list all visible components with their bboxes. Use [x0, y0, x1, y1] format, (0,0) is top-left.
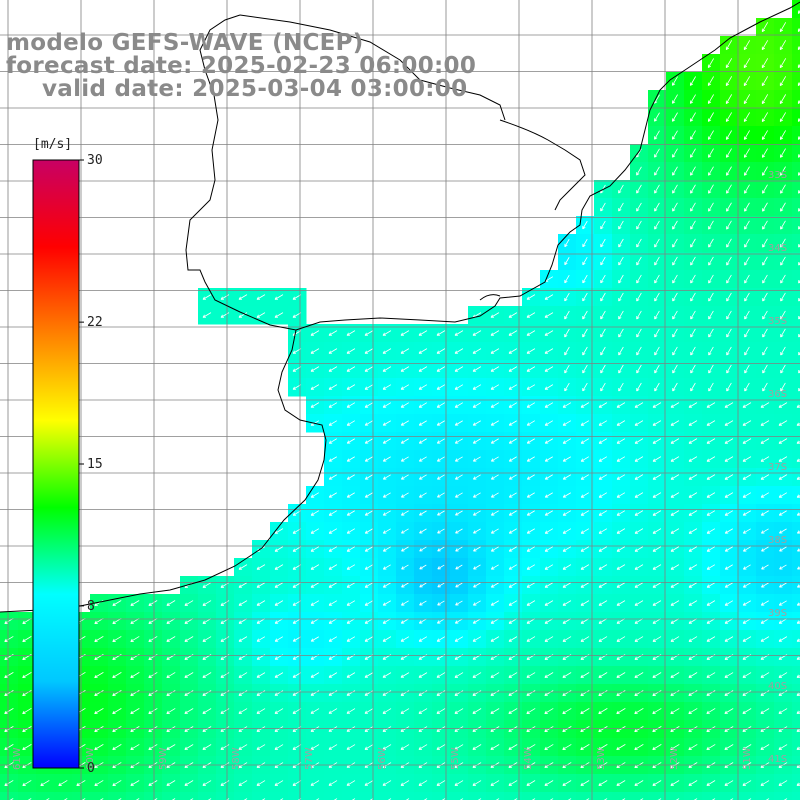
longitude-label: 54W [523, 747, 534, 770]
coastline [0, 1, 800, 613]
forecast-date: forecast date: 2025-02-23 06:00:00 [6, 53, 477, 79]
latitude-label: 37S [768, 462, 787, 473]
valid-date: valid date: 2025-03-04 03:00:00 [42, 76, 468, 102]
latitude-label: 34S [768, 243, 787, 254]
colorbar-units: [m/s] [33, 137, 72, 152]
colorbar-tick-label: 30 [87, 153, 103, 168]
colorbar-scale [32, 159, 80, 769]
colorbar-tick-label: 22 [87, 315, 103, 330]
colorbar-tick-label: 0 [87, 761, 95, 776]
latitude-label: 33S [768, 170, 787, 181]
longitude-label: 59W [158, 747, 169, 770]
colorbar-tick-label: 15 [87, 457, 103, 472]
longitude-label: 55W [450, 747, 461, 770]
longitude-label: 56W [377, 747, 388, 770]
latitude-label: 38S [768, 535, 787, 546]
colorbar-ticks: 30 22 15 8 0 [79, 153, 103, 776]
longitude-label: 51W [742, 747, 753, 770]
latitude-label: 36S [768, 389, 787, 400]
longitude-label: 58W [231, 747, 242, 770]
latitude-label: 35S [768, 316, 787, 327]
latitude-label: 40S [768, 681, 787, 692]
latitude-label: 39S [768, 608, 787, 619]
colorbar: [m/s] 30 22 15 8 0 [32, 137, 103, 776]
longitude-label: 61W [12, 747, 23, 770]
colorbar-tick-label: 8 [87, 599, 95, 614]
longitude-label: 57W [304, 747, 315, 770]
latitude-label: 41S [768, 754, 787, 765]
longitude-label: 52W [669, 747, 680, 770]
longitude-label: 53W [596, 747, 607, 770]
grid-labels: 33S 34S 35S 36S 37S 38S 39S 40S 41S 61W 60W 59W 58W 5… [12, 170, 787, 770]
longitude-label: 60W [85, 747, 96, 770]
model-title: modelo GEFS-WAVE (NCEP) [6, 30, 364, 56]
